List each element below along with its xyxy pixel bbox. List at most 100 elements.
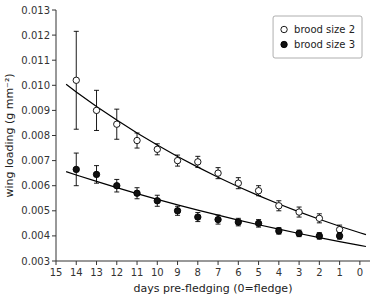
x-tick (339, 261, 340, 265)
point (174, 208, 180, 214)
x-tick (76, 261, 77, 265)
error-bar-cap (94, 90, 99, 91)
x-tick-label: 6 (235, 267, 241, 278)
error-bar (74, 153, 79, 186)
error-bar (94, 166, 99, 184)
x-tick-label: 0 (357, 267, 363, 278)
x-tick-label: 10 (151, 267, 164, 278)
chart: 15141312111098765432100.0030.0040.0050.0… (0, 0, 380, 297)
error-bar-cap (256, 195, 261, 196)
y-tick-label: 0.012 (21, 30, 50, 41)
error-bar-cap (175, 206, 180, 207)
error-bar (317, 214, 322, 223)
error-bar (114, 179, 119, 192)
point (93, 107, 99, 113)
legend-label: brood size 3 (294, 39, 355, 50)
x-tick (197, 261, 198, 265)
error-bar-cap (236, 188, 241, 189)
error-bar (317, 233, 322, 240)
point (195, 214, 201, 220)
error-bar (276, 228, 281, 235)
x-tick (157, 261, 158, 265)
error-bar-cap (216, 178, 221, 179)
y-tick-label: 0.009 (21, 105, 50, 116)
x-tick (218, 261, 219, 265)
y-tick-label: 0.008 (21, 130, 50, 141)
error-bar-cap (155, 154, 160, 155)
error-bar (216, 168, 221, 179)
x-axis-line (56, 261, 370, 262)
error-bar-cap (236, 177, 241, 178)
point (235, 180, 241, 186)
error-bar-cap (114, 191, 119, 192)
error-bar-cap (195, 156, 200, 157)
legend-box (273, 16, 362, 58)
point (336, 233, 342, 239)
point (73, 166, 79, 172)
y-tick-label: 0.003 (21, 256, 50, 267)
y-tick (52, 10, 56, 11)
point (316, 233, 322, 239)
point (316, 215, 322, 221)
error-bar-cap (135, 148, 140, 149)
point (276, 228, 282, 234)
series-points (73, 31, 343, 234)
error-bar (256, 186, 261, 196)
error-bar (74, 31, 79, 129)
legend-label: brood size 2 (294, 24, 355, 35)
point (154, 146, 160, 152)
error-bar (114, 109, 119, 139)
point (114, 183, 120, 189)
point (195, 159, 201, 165)
point (215, 216, 221, 222)
point (134, 137, 140, 143)
y-tick-label: 0.010 (21, 80, 50, 91)
point (296, 230, 302, 236)
error-bar-cap (135, 132, 140, 133)
x-tick (137, 261, 138, 265)
x-tick (359, 261, 360, 265)
point (235, 219, 241, 225)
fit-line (66, 84, 366, 234)
y-tick (52, 261, 56, 262)
error-bar-cap (74, 153, 79, 154)
error-bar-cap (155, 143, 160, 144)
y-tick (52, 160, 56, 161)
y-tick (52, 235, 56, 236)
x-tick-label: 4 (276, 267, 282, 278)
error-bar-cap (114, 179, 119, 180)
error-bar (276, 201, 281, 211)
error-bar-cap (175, 215, 180, 216)
y-tick-label: 0.006 (21, 180, 50, 191)
error-bar-cap (337, 225, 342, 226)
fit-line (66, 172, 366, 247)
x-tick (177, 261, 178, 265)
plot-data (66, 31, 366, 246)
error-bar-cap (276, 210, 281, 211)
point (154, 198, 160, 204)
error-bar-cap (297, 207, 302, 208)
error-bar-cap (74, 185, 79, 186)
background (0, 0, 380, 297)
error-bar (236, 178, 241, 189)
point (276, 203, 282, 209)
error-bar-cap (276, 200, 281, 201)
point (255, 188, 261, 194)
error-bar (175, 206, 180, 215)
error-bar-cap (297, 217, 302, 218)
error-bar (135, 133, 140, 148)
error-bar-cap (256, 185, 261, 186)
error-bar-cap (155, 206, 160, 207)
x-tick-label: 1 (336, 267, 342, 278)
x-tick-label: 8 (195, 267, 201, 278)
error-bar (195, 156, 200, 167)
x-tick-label: 3 (296, 267, 302, 278)
x-tick-label: 5 (255, 267, 261, 278)
error-bar-cap (317, 222, 322, 223)
error-bar-cap (216, 224, 221, 225)
error-bar (216, 215, 221, 224)
point (215, 170, 221, 176)
y-tick-label: 0.011 (21, 55, 50, 66)
point (336, 226, 342, 232)
x-tick (96, 261, 97, 265)
